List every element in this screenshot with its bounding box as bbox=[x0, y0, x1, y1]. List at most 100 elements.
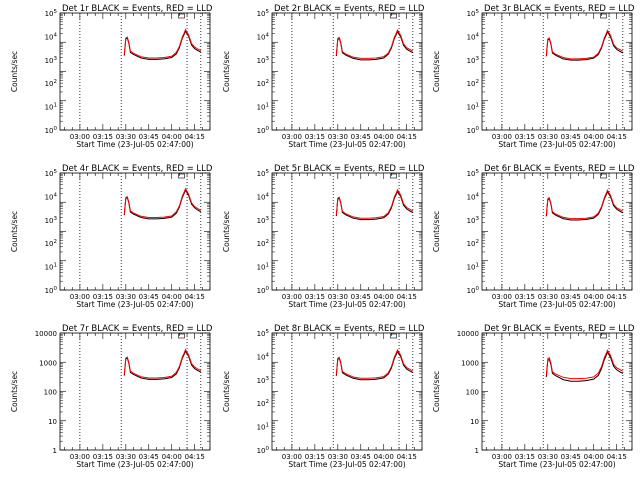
y-tick-exponent: 0 bbox=[476, 126, 480, 132]
x-axis-label: Start Time (23-Jul-05 02:47:00) bbox=[76, 300, 193, 309]
y-axis-label: Counts/sec bbox=[222, 211, 231, 252]
series-lld-line bbox=[545, 349, 624, 380]
y-tick-label: 101 bbox=[257, 423, 269, 432]
y-tick-label: 105 bbox=[467, 169, 480, 178]
y-tick-label: 1000 bbox=[461, 359, 479, 367]
x-axis-label: Start Time (23-Jul-05 02:47:00) bbox=[498, 460, 615, 469]
x-tick-label: 03:45 bbox=[139, 293, 159, 301]
y-tick-exponent: 5 bbox=[266, 9, 270, 15]
y-tick-label: 102 bbox=[257, 239, 269, 248]
x-tick-label: 04:15 bbox=[607, 293, 627, 301]
x-tick-label: 04:00 bbox=[162, 293, 182, 301]
y-tick-label: 100 bbox=[257, 286, 270, 295]
marker-box bbox=[600, 173, 607, 179]
y-tick-exponent: 3 bbox=[54, 216, 58, 222]
y-tick-label: 100 bbox=[467, 126, 480, 135]
y-tick-label: 10 bbox=[470, 418, 479, 426]
x-tick-label: 03:45 bbox=[139, 133, 159, 141]
x-tick-label: 03:30 bbox=[116, 133, 136, 141]
x-tick-label: 04:00 bbox=[374, 453, 394, 461]
y-tick-label: 10000 bbox=[457, 330, 479, 338]
marker-box bbox=[178, 333, 185, 339]
x-tick-label: 03:00 bbox=[70, 133, 90, 141]
x-tick-label: 03:00 bbox=[70, 293, 90, 301]
y-tick-exponent: 5 bbox=[266, 169, 270, 175]
y-tick-label: 100 bbox=[257, 126, 270, 135]
x-tick-label: 03:15 bbox=[93, 293, 113, 301]
y-tick-label: 101 bbox=[257, 103, 269, 112]
y-tick-label: 101 bbox=[45, 263, 57, 272]
y-tick-exponent: 0 bbox=[54, 286, 58, 292]
marker-box bbox=[178, 13, 185, 19]
x-tick-label: 04:00 bbox=[162, 133, 182, 141]
x-tick-label: 03:30 bbox=[328, 133, 348, 141]
x-axis-label: Start Time (23-Jul-05 02:47:00) bbox=[498, 300, 615, 309]
y-tick-exponent: 0 bbox=[476, 286, 480, 292]
x-tick-label: 03:45 bbox=[561, 453, 581, 461]
y-tick-exponent: 4 bbox=[476, 192, 480, 198]
y-tick-exponent: 4 bbox=[266, 32, 270, 38]
y-tick-exponent: 2 bbox=[54, 239, 58, 245]
y-axis-label: Counts/sec bbox=[432, 51, 441, 92]
y-tick-label: 100 bbox=[257, 446, 270, 455]
plot-frame bbox=[271, 12, 423, 131]
x-tick-label: 03:15 bbox=[305, 133, 325, 141]
y-tick-exponent: 1 bbox=[266, 423, 270, 429]
x-tick-label: 03:45 bbox=[351, 293, 371, 301]
y-tick-exponent: 2 bbox=[266, 399, 270, 405]
x-tick-label: 03:15 bbox=[93, 133, 113, 141]
y-tick-label: 101 bbox=[45, 103, 57, 112]
y-tick-label: 102 bbox=[467, 79, 479, 88]
y-axis-label: Counts/sec bbox=[222, 51, 231, 92]
marker-box bbox=[600, 333, 607, 339]
y-tick-exponent: 2 bbox=[476, 239, 480, 245]
series-lld-line bbox=[123, 28, 202, 59]
x-tick-label: 03:00 bbox=[492, 453, 512, 461]
y-tick-exponent: 3 bbox=[476, 56, 480, 62]
x-tick-label: 04:00 bbox=[584, 453, 604, 461]
y-tick-exponent: 1 bbox=[266, 103, 270, 109]
y-tick-label: 105 bbox=[257, 9, 270, 18]
y-tick-label: 104 bbox=[467, 192, 480, 201]
y-tick-label: 105 bbox=[467, 9, 480, 18]
y-tick-label: 101 bbox=[467, 103, 479, 112]
y-tick-label: 104 bbox=[257, 352, 270, 361]
plot-frame bbox=[481, 332, 633, 451]
x-tick-label: 03:30 bbox=[538, 293, 558, 301]
y-tick-exponent: 5 bbox=[476, 9, 480, 15]
y-tick-label: 103 bbox=[45, 56, 58, 65]
panel-title: Det 6r BLACK = Events, RED = LLD bbox=[484, 164, 635, 174]
x-tick-label: 03:00 bbox=[282, 293, 302, 301]
plot-frame bbox=[59, 332, 211, 451]
y-tick-exponent: 2 bbox=[54, 79, 58, 85]
x-tick-label: 03:15 bbox=[93, 453, 113, 461]
y-tick-exponent: 4 bbox=[54, 32, 58, 38]
y-tick-label: 101 bbox=[467, 263, 479, 272]
x-tick-label: 03:45 bbox=[351, 453, 371, 461]
x-tick-label: 04:00 bbox=[162, 453, 182, 461]
y-tick-label: 102 bbox=[45, 239, 57, 248]
y-tick-label: 103 bbox=[257, 216, 270, 225]
y-tick-exponent: 2 bbox=[476, 79, 480, 85]
x-tick-label: 04:15 bbox=[607, 133, 627, 141]
y-tick-label: 101 bbox=[257, 263, 269, 272]
y-axis-label: Counts/sec bbox=[432, 371, 441, 412]
panel-title: Det 7r BLACK = Events, RED = LLD bbox=[62, 324, 213, 334]
y-axis-label: Counts/sec bbox=[10, 51, 19, 92]
plot-frame bbox=[59, 172, 211, 291]
series-lld-line bbox=[335, 29, 414, 59]
y-tick-exponent: 3 bbox=[266, 216, 270, 222]
y-axis-label: Counts/sec bbox=[10, 371, 19, 412]
y-tick-label: 104 bbox=[45, 192, 58, 201]
marker-box bbox=[178, 173, 185, 179]
y-tick-exponent: 0 bbox=[266, 286, 270, 292]
y-tick-exponent: 5 bbox=[476, 169, 480, 175]
panel-title: Det 5r BLACK = Events, RED = LLD bbox=[274, 164, 425, 174]
series-lld-line bbox=[545, 29, 624, 60]
